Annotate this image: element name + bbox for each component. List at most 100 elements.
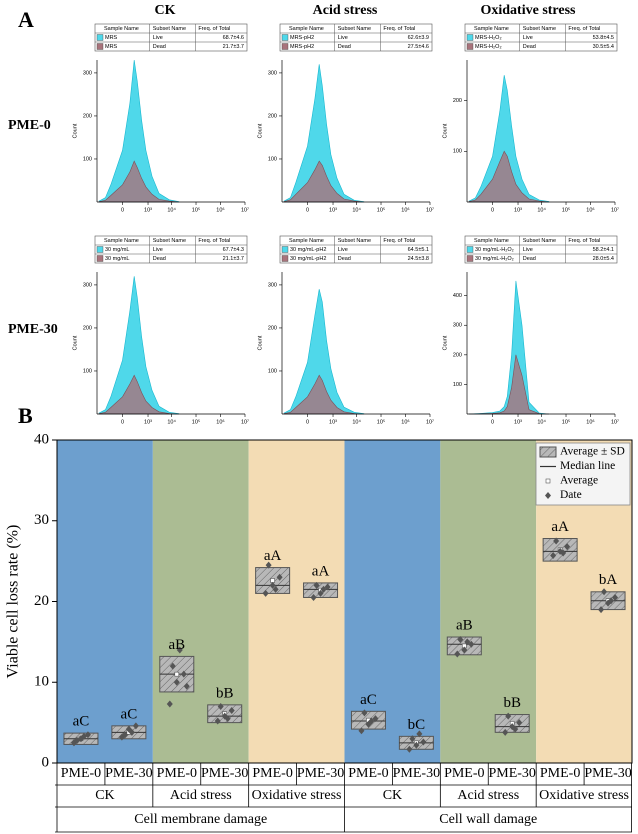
legend-entry: Live [153, 247, 163, 253]
data-point [317, 589, 324, 597]
data-point [73, 736, 80, 744]
x-tick-label: 10⁵ [377, 206, 385, 213]
data-point [368, 717, 375, 725]
x-tick-label: 10⁷ [241, 206, 249, 213]
data-point [512, 725, 519, 733]
legend-sample: 30 mg/mL [105, 247, 129, 253]
legend-swatch [281, 246, 289, 253]
x-tick-label: 0 [491, 419, 494, 425]
x-tick-label: 10⁷ [241, 418, 249, 425]
data-point [121, 731, 128, 739]
x-tick-label: 10⁴ [352, 206, 361, 213]
data-point [224, 715, 231, 723]
legend-freq: 53.8±4.5 [593, 35, 614, 41]
data-point [169, 662, 176, 670]
x-tick-label: 10⁵ [192, 418, 200, 425]
x-tick-label: 10⁷ [426, 206, 434, 213]
legend-entry: Live [523, 35, 533, 41]
y-tick-label: 200 [453, 98, 462, 104]
legend-table [464, 235, 618, 264]
data-point [413, 741, 420, 749]
legend-entry: Live [523, 247, 533, 253]
legend-entry: Dead [153, 256, 166, 262]
data-point [217, 702, 224, 710]
legend-table [279, 23, 433, 52]
x-tick-label: 0 [491, 207, 494, 213]
x-tick-label: 0 [306, 419, 309, 425]
data-point [553, 537, 560, 545]
data-point [166, 700, 173, 708]
x-tick-label: 10³ [144, 419, 152, 425]
legend-sample: 30 mg/mL-H₂O₂ [475, 247, 514, 253]
x-tick-label: PME-0 [157, 766, 197, 781]
x-tick-label: 10⁶ [586, 206, 594, 213]
data-point [454, 650, 461, 658]
data-point [409, 735, 416, 743]
legend-freq: 30.5±5.4 [593, 44, 614, 50]
average-marker [174, 671, 180, 677]
y-tick-label: 300 [453, 323, 462, 329]
legend-table [464, 23, 618, 52]
table-header: Subset Name [153, 238, 186, 244]
data-point [272, 585, 279, 593]
x-tick-label: PME-30 [297, 766, 344, 781]
x-tick-label: PME-0 [348, 766, 388, 781]
table-header: Freq. of Total [198, 26, 230, 32]
y-tick-label: 20 [34, 593, 49, 609]
legend-sample: MRS [105, 35, 118, 41]
legend-entry: Live [338, 35, 348, 41]
x-tick-label: 0 [121, 419, 124, 425]
y-axis-label: Count [257, 123, 263, 138]
panel-label: B [18, 403, 33, 428]
y-tick-label: 400 [453, 293, 462, 299]
histogram-area [98, 160, 179, 203]
x-tick-label: 10⁵ [562, 418, 570, 425]
data-point [601, 588, 608, 596]
x-tick-label: PME-0 [444, 766, 484, 781]
data-point [320, 585, 327, 593]
data-point [262, 589, 269, 597]
significance-letter: aA [551, 519, 569, 535]
legend-swatch [96, 34, 104, 41]
y-tick-label: 300 [83, 70, 92, 76]
table-header: Freq. of Total [383, 26, 415, 32]
y-tick-label: 300 [268, 282, 277, 288]
group-label: Oxidative stress [539, 788, 629, 803]
histogram-area [98, 59, 180, 203]
x-tick-label: 10⁴ [167, 206, 176, 213]
significance-letter: aA [264, 548, 282, 564]
legend-swatch [281, 43, 289, 50]
table-header: Sample Name [104, 26, 139, 32]
x-tick-label: PME-30 [105, 766, 152, 781]
x-tick-label: 10⁵ [192, 206, 200, 213]
legend-entry: Dead [338, 256, 351, 262]
group-label: CK [383, 788, 402, 803]
legend-swatch [466, 255, 474, 262]
x-tick-label: 10³ [329, 419, 337, 425]
legend-freq: 21.7±3.7 [223, 44, 244, 50]
y-tick-label: 200 [453, 352, 462, 358]
y-axis-label: Count [442, 123, 448, 138]
legend-swatch [281, 34, 289, 41]
legend-swatch [96, 43, 104, 50]
data-point [276, 573, 283, 581]
y-axis-label: Count [72, 335, 78, 350]
data-point [564, 543, 571, 551]
group-label: CK [95, 788, 114, 803]
significance-letter: bC [408, 717, 426, 733]
column-title: Oxidative stress [480, 3, 576, 18]
data-point [214, 717, 221, 725]
legend-swatch [96, 246, 104, 253]
x-tick-label: PME-30 [488, 766, 535, 781]
legend-swatch [466, 43, 474, 50]
y-tick-label: 100 [453, 382, 462, 388]
x-tick-label: 10⁶ [401, 418, 409, 425]
x-tick-label: 0 [121, 207, 124, 213]
x-tick-label: PME-0 [252, 766, 292, 781]
group-band [57, 440, 153, 763]
histogram-area [98, 374, 179, 415]
x-tick-label: 10⁴ [352, 418, 361, 425]
x-tick-label: 10³ [329, 207, 337, 213]
data-point [132, 722, 139, 730]
data-point [324, 583, 331, 591]
